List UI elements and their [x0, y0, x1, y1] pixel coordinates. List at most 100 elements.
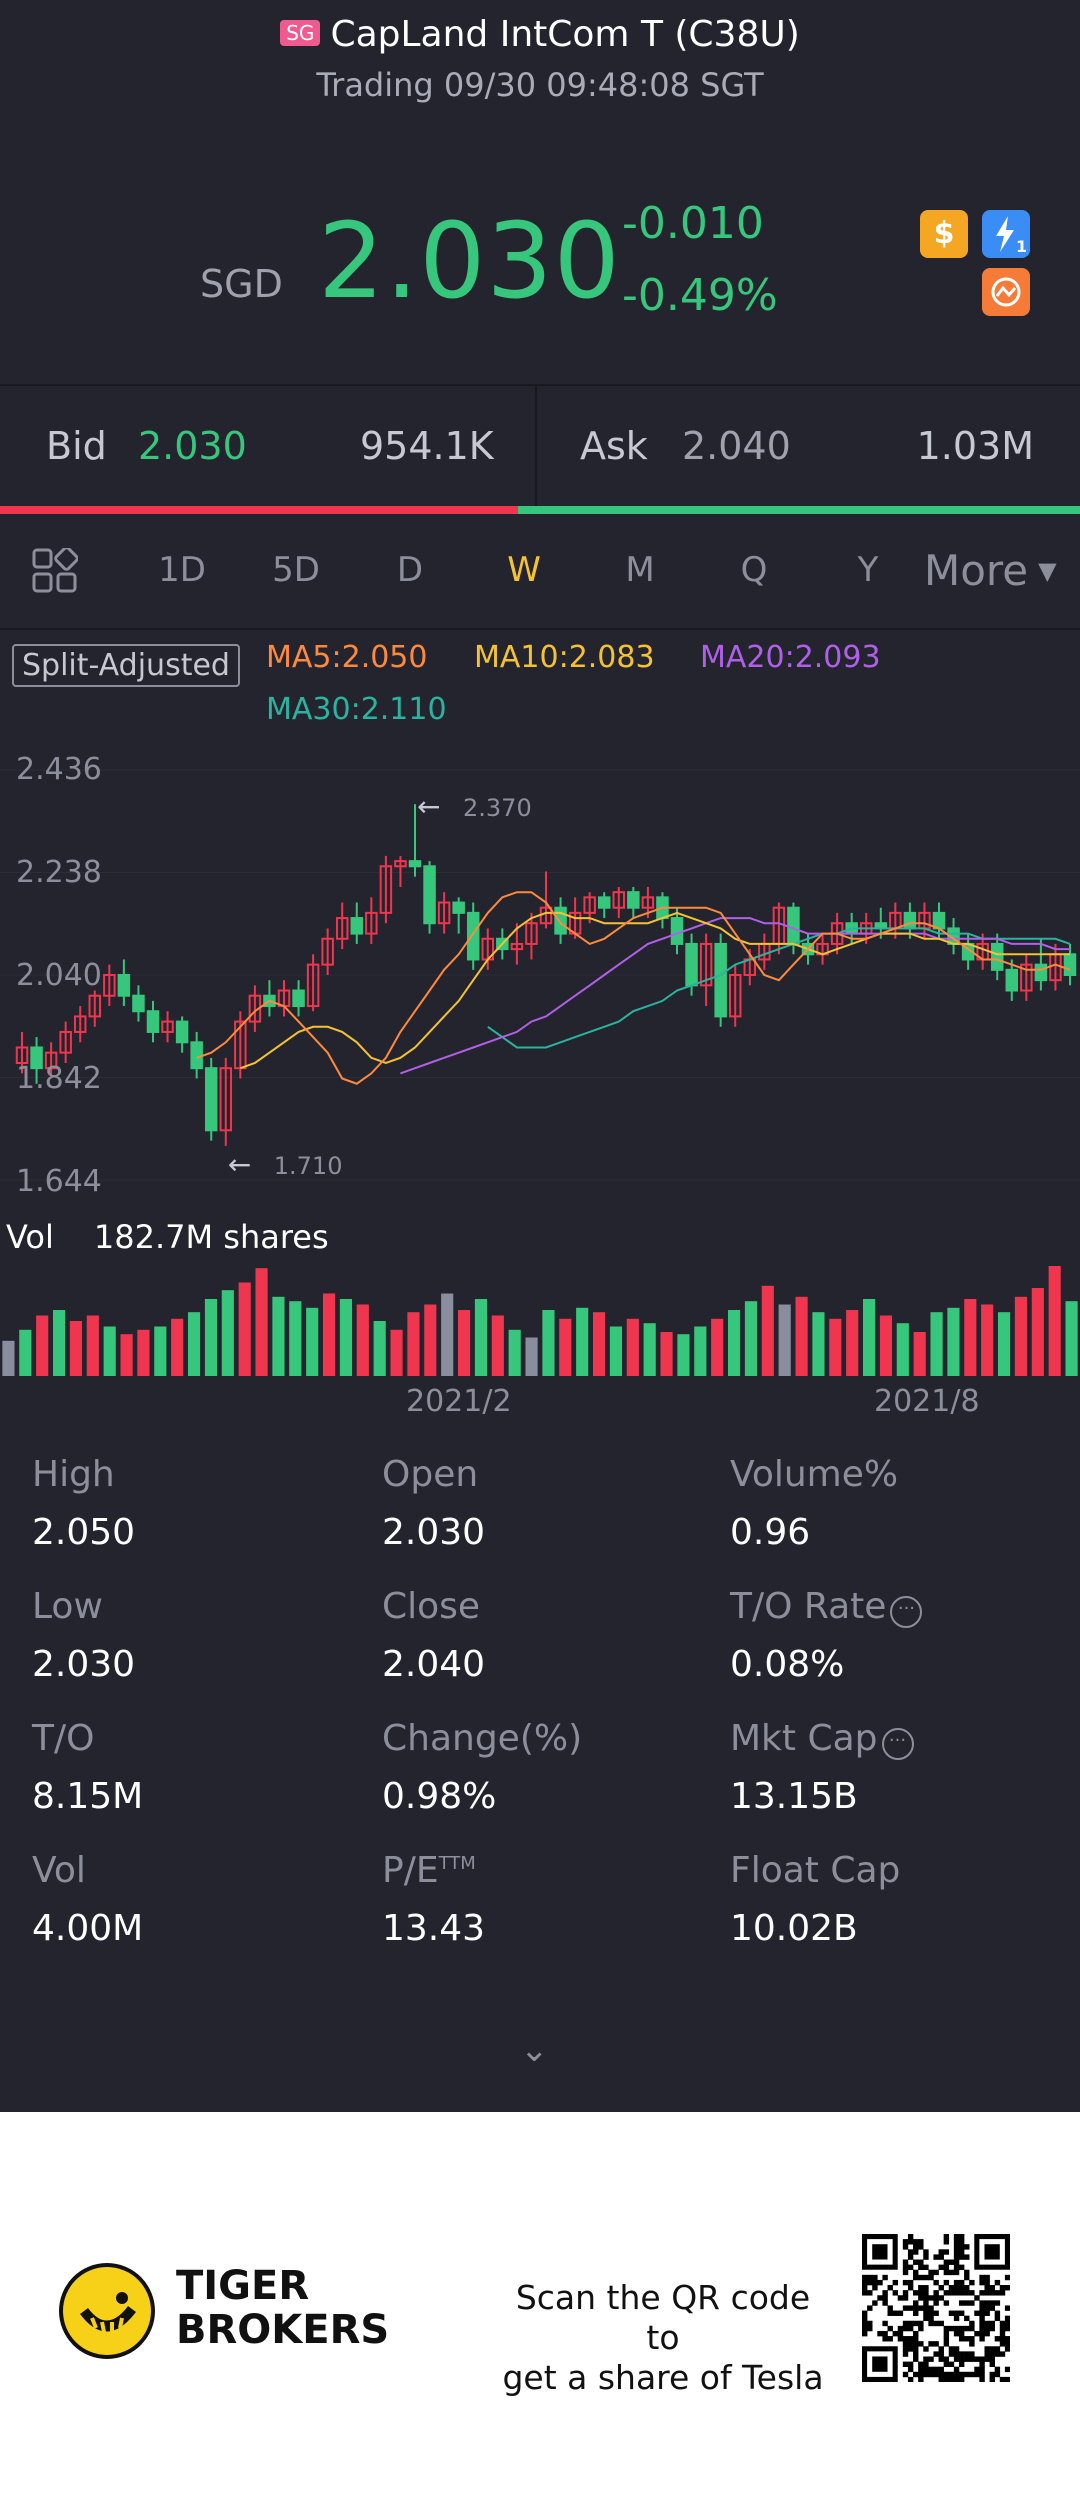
tab-q[interactable]: Q	[740, 550, 768, 590]
ask-price: 2.040	[682, 424, 791, 468]
candle	[306, 963, 320, 1008]
stat-label: Change(%)	[382, 1718, 582, 1759]
y-tick-label: 1.644	[16, 1164, 102, 1199]
stat-label: T/O	[32, 1718, 94, 1759]
qr-module	[882, 2300, 888, 2306]
volume-bar	[879, 1315, 893, 1376]
tab-1d[interactable]: 1D	[158, 550, 206, 590]
qr-module	[887, 2310, 893, 2316]
currency-label: SGD	[200, 262, 283, 306]
volume-chart[interactable]	[0, 1262, 1080, 1376]
qr-module	[918, 2290, 924, 2296]
tab-d[interactable]: D	[396, 550, 424, 590]
qr-module	[923, 2300, 929, 2306]
qr-module	[897, 2310, 904, 2316]
share-icon[interactable]	[982, 268, 1030, 316]
qr-module	[958, 2300, 965, 2306]
qr-module	[902, 2269, 909, 2276]
candle	[641, 896, 655, 909]
candle	[554, 906, 567, 935]
stat-label-text: Vol	[32, 1850, 86, 1891]
qr-module	[943, 2376, 950, 2382]
qr-module	[867, 2279, 873, 2286]
stat-label: T/O Rate ···	[730, 1586, 923, 1628]
x-tick-label: 2021/2	[406, 1384, 512, 1419]
qr-module	[953, 2290, 960, 2296]
volume-bar	[559, 1318, 572, 1376]
volume-bar	[390, 1329, 403, 1376]
qr-module	[933, 2366, 939, 2373]
volume-bar	[2, 1340, 15, 1376]
expand-chevron-icon[interactable]: ⌄	[520, 2030, 549, 2070]
volume-bar	[171, 1318, 184, 1376]
more-tab[interactable]: More ▼	[924, 546, 1057, 595]
qr-module	[918, 2244, 924, 2250]
qr-module	[984, 2305, 990, 2311]
stat-label-text: Open	[382, 1454, 479, 1495]
qr-module	[918, 2285, 924, 2291]
qr-module	[958, 2361, 965, 2367]
qr-module	[974, 2371, 980, 2378]
qr-module	[984, 2310, 990, 2316]
qr-module	[979, 2336, 985, 2342]
stat-label-text: Low	[32, 1586, 103, 1627]
tab-m[interactable]: M	[625, 550, 655, 590]
qr-module	[928, 2366, 934, 2373]
tab-5d[interactable]: 5D	[272, 550, 320, 590]
qr-module	[953, 2264, 960, 2271]
volume-bar	[221, 1290, 234, 1376]
stat-value: 2.030	[32, 1644, 136, 1685]
ma10-line	[239, 911, 1070, 1070]
qr-module	[918, 2259, 924, 2265]
qr-module	[953, 2315, 960, 2322]
high-arrow-icon: ←	[417, 790, 440, 823]
candle	[903, 911, 917, 930]
qr-module	[984, 2320, 990, 2327]
volume-bar	[120, 1334, 133, 1376]
volume-bar	[356, 1304, 369, 1376]
volume-bar	[778, 1304, 791, 1376]
qr-module	[913, 2274, 919, 2281]
qr-caption: Scan the QR code to get a share of Tesla	[498, 2278, 828, 2398]
qr-code[interactable]	[862, 2234, 1010, 2382]
tab-w[interactable]: W	[507, 550, 541, 590]
volume-bar	[694, 1326, 707, 1376]
volume-value: 182.7M shares	[93, 1218, 329, 1256]
qr-module	[984, 2300, 990, 2306]
qr-module	[928, 2356, 934, 2362]
split-adjusted-button[interactable]: Split-Adjusted	[12, 644, 240, 687]
price-chart[interactable]: ← 2.370 ← 1.710	[0, 740, 1080, 1210]
grid-view-icon[interactable]	[32, 546, 79, 598]
qr-module	[918, 2320, 924, 2327]
volume-bar	[592, 1312, 606, 1376]
volume-bar	[643, 1323, 656, 1376]
qr-module	[948, 2361, 955, 2367]
info-icon[interactable]: ···	[890, 1596, 923, 1628]
qr-module	[882, 2295, 888, 2301]
qr-module	[918, 2341, 924, 2347]
ma20-line	[400, 917, 1070, 1075]
qr-module	[938, 2376, 944, 2382]
qr-module	[974, 2330, 980, 2337]
qr-module	[943, 2234, 950, 2240]
x-tick-label: 2021/8	[874, 1384, 980, 1419]
qr-module	[989, 2290, 995, 2296]
qr-module	[958, 2244, 965, 2250]
qr-module	[902, 2295, 909, 2301]
ask-strength-bar	[518, 506, 1080, 514]
qr-module	[918, 2274, 924, 2281]
candle	[117, 974, 131, 997]
candle	[350, 917, 364, 935]
flash-icon[interactable]: 1	[982, 210, 1030, 258]
caret-down-icon: ▼	[1038, 557, 1057, 585]
tab-y[interactable]: Y	[857, 550, 879, 590]
dollar-icon[interactable]: $	[920, 210, 968, 258]
qr-module	[933, 2371, 939, 2378]
qr-module	[994, 2336, 1001, 2342]
volume-bar	[69, 1321, 83, 1376]
stat-value: 4.00M	[32, 1908, 144, 1949]
info-icon[interactable]: ···	[881, 1728, 914, 1760]
qr-module	[913, 2346, 919, 2352]
volume-bar	[339, 1299, 353, 1376]
qr-module	[953, 2376, 960, 2382]
